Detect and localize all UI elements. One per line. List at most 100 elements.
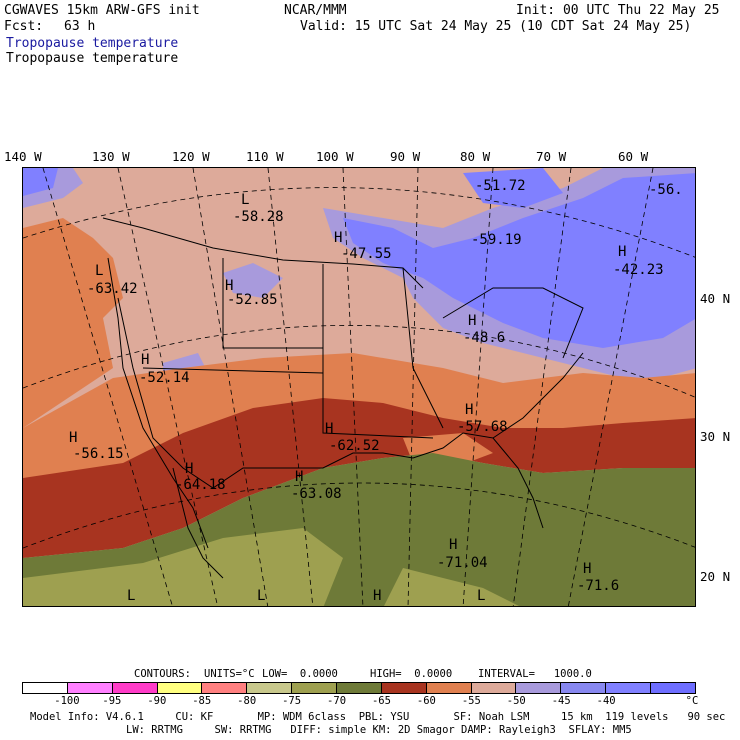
high-marker: H — [583, 561, 592, 577]
high-marker: H — [185, 461, 194, 477]
low-marker: L — [95, 263, 104, 279]
field-title-2: Tropopause temperature — [6, 51, 179, 66]
valid-time: Valid: 15 UTC Sat 24 May 25 (10 CDT Sat … — [300, 19, 692, 34]
colorbar-tick-label: -75 — [282, 695, 302, 707]
forecast-hour: 63 h — [64, 19, 96, 34]
colorbar-tick-label: -60 — [416, 695, 436, 707]
colorbar-swatch — [112, 683, 158, 693]
colorbar-swatch — [606, 683, 652, 693]
colorbar-tick-label: -95 — [102, 695, 122, 707]
high-value: -71.04 — [437, 555, 488, 571]
high-marker: H — [141, 352, 150, 368]
high-value: -63.08 — [291, 486, 342, 502]
high-value: -64.18 — [175, 477, 226, 493]
colorbar — [22, 682, 696, 694]
high-value: -52.85 — [227, 292, 278, 308]
high-value: -47.55 — [341, 246, 392, 262]
region-blue-ne — [343, 173, 695, 348]
init-time: Init: 00 UTC Thu 22 May 25 — [516, 3, 720, 18]
colorbar-swatch — [426, 683, 472, 693]
high-value: -62.52 — [329, 438, 380, 454]
colorbar-tick-label: -80 — [237, 695, 257, 707]
high-marker: H — [373, 588, 382, 604]
high-marker: H — [295, 469, 304, 485]
high-value: -56.15 — [73, 446, 124, 462]
high-label: HIGH= 0.0000 — [370, 668, 453, 680]
high-marker: H — [334, 230, 343, 246]
high-marker: H — [468, 313, 477, 329]
units-label: UNITS=°C — [204, 668, 255, 680]
graticule — [23, 168, 695, 606]
region-khaki-sw — [23, 528, 343, 606]
lon-label: 100 W — [316, 149, 354, 164]
interval-label: INTERVAL= 1000.0 — [478, 668, 592, 680]
region-orange-west — [23, 218, 123, 428]
lat-label: 20 N — [700, 569, 731, 584]
value-label: -56. — [649, 182, 683, 198]
lat-label: 30 N — [700, 429, 731, 444]
colorbar-tick-label: -50 — [506, 695, 526, 707]
high-value: -48.6 — [463, 330, 506, 346]
lon-label: 70 W — [536, 149, 567, 164]
low-marker: L — [127, 588, 136, 604]
map-fill-svg — [23, 168, 695, 606]
value-label: -51.72 — [475, 178, 526, 194]
region-khaki-s — [384, 568, 519, 606]
colorbar-unit: °C — [685, 695, 699, 707]
colorbar-swatch — [67, 683, 113, 693]
tropopause-temperature-map: L -58.28 L -63.42 H -52.85 H -52.14 H -5… — [22, 167, 696, 607]
forecast-label: Fcst: — [4, 19, 44, 34]
region-darkred — [23, 398, 695, 558]
colorbar-swatch — [23, 683, 68, 693]
low-marker: L — [477, 588, 486, 604]
colorbar-swatch — [471, 683, 517, 693]
low-value: -63.42 — [87, 281, 138, 297]
high-marker: H — [325, 421, 334, 437]
physics-info-line: LW: RRTMG SW: RRTMG DIFF: simple KM: 2D … — [126, 724, 632, 736]
colorbar-swatch — [337, 683, 382, 693]
low-label: LOW= 0.0000 — [262, 668, 338, 680]
colorbar-swatch — [292, 683, 338, 693]
lat-label: 40 N — [700, 291, 731, 306]
high-marker: H — [449, 537, 458, 553]
colorbar-swatch — [247, 683, 293, 693]
low-value: -58.28 — [233, 209, 284, 225]
lon-label: 90 W — [390, 149, 421, 164]
low-marker: L — [257, 588, 266, 604]
colorbar-tick-label: -55 — [461, 695, 481, 707]
borders — [102, 217, 584, 579]
colorbar-tick-label: -85 — [192, 695, 212, 707]
high-value: -71.6 — [577, 578, 620, 594]
value-label: -59.19 — [471, 232, 522, 248]
high-value: -42.23 — [613, 262, 664, 278]
colorbar-swatch — [157, 683, 203, 693]
contours-label: CONTOURS: — [134, 668, 191, 680]
model-info-line: Model Info: V4.6.1 CU: KF MP: WDM 6class… — [30, 711, 726, 723]
region-purple-rockies — [223, 263, 283, 298]
colorbar-tick-label: -90 — [147, 695, 167, 707]
lon-label: 140 W — [4, 149, 42, 164]
colorbar-swatch — [202, 683, 248, 693]
colorbar-tick-label: -100 — [54, 695, 80, 707]
lon-label: 130 W — [92, 149, 130, 164]
organization: NCAR/MMM — [284, 3, 347, 18]
high-value: -57.68 — [457, 419, 508, 435]
colorbar-swatch — [381, 683, 427, 693]
field-title-1: Tropopause temperature — [6, 36, 179, 51]
lon-label: 120 W — [172, 149, 210, 164]
colorbar-swatch — [516, 683, 562, 693]
model-title: CGWAVES 15km ARW-GFS init — [4, 3, 200, 18]
colorbar-swatch — [561, 683, 607, 693]
colorbar-tick-label: -45 — [551, 695, 571, 707]
high-marker: H — [618, 244, 627, 260]
high-marker: H — [225, 278, 234, 294]
lon-label: 80 W — [460, 149, 491, 164]
high-marker: H — [69, 430, 78, 446]
colorbar-tick-label: -40 — [596, 695, 616, 707]
colorbar-tick-label: -65 — [371, 695, 391, 707]
region-blue-north — [463, 168, 563, 208]
high-value: -52.14 — [139, 370, 190, 386]
colorbar-swatch — [651, 683, 695, 693]
high-marker: H — [465, 402, 474, 418]
colorbar-tick-label: -70 — [327, 695, 347, 707]
